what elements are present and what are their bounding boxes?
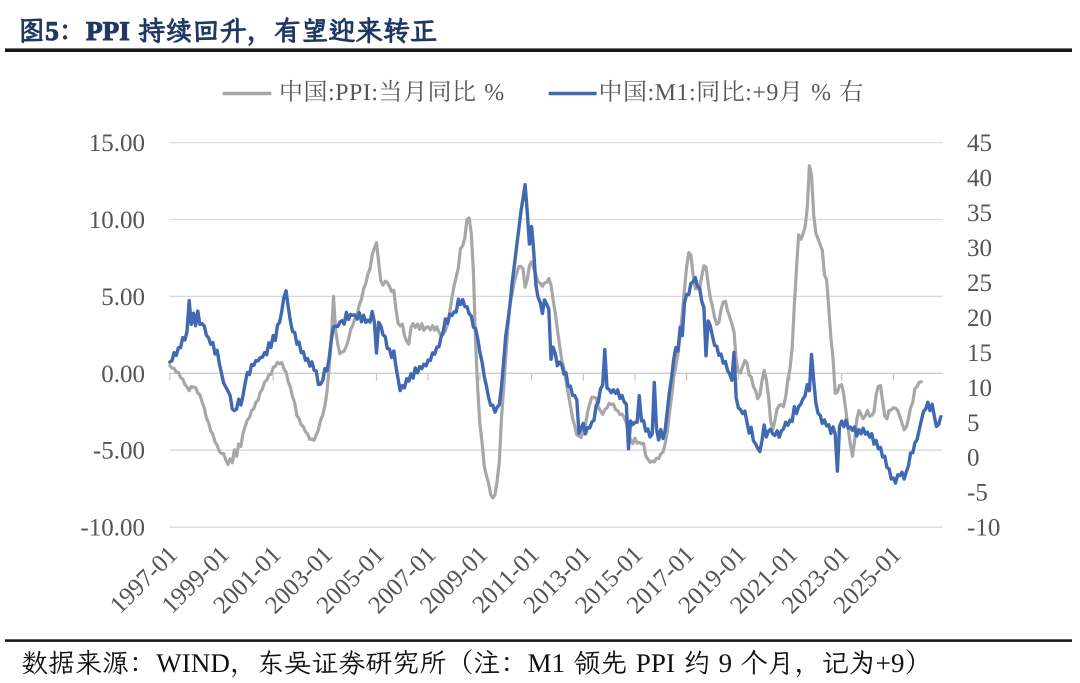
svg-text:5.00: 5.00 — [101, 284, 145, 311]
svg-text:35: 35 — [967, 200, 992, 227]
svg-text:5: 5 — [967, 410, 980, 437]
svg-text:15.00: 15.00 — [89, 130, 145, 157]
svg-text:20: 20 — [967, 305, 992, 332]
svg-text:10.00: 10.00 — [89, 207, 145, 234]
svg-text:0.00: 0.00 — [101, 361, 145, 388]
svg-text:-5: -5 — [967, 480, 988, 507]
svg-text:25: 25 — [967, 270, 992, 297]
svg-text:30: 30 — [967, 235, 992, 262]
svg-text:0: 0 — [967, 445, 980, 472]
svg-text:-5.00: -5.00 — [93, 438, 145, 465]
svg-text:45: 45 — [967, 130, 992, 157]
svg-text:10: 10 — [967, 375, 992, 402]
svg-text:-10: -10 — [967, 515, 1000, 542]
svg-text:-10.00: -10.00 — [80, 515, 145, 542]
svg-text:40: 40 — [967, 165, 992, 192]
svg-text:15: 15 — [967, 340, 992, 367]
